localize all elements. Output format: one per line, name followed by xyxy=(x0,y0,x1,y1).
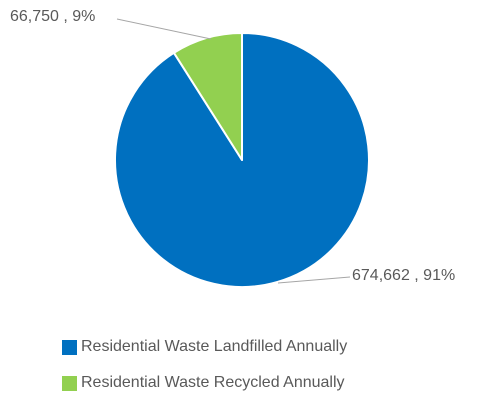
pie-chart: 674,662 , 91% 66,750 , 9% xyxy=(10,8,455,288)
leader-line-recycled xyxy=(116,18,212,40)
legend-swatch-landfilled xyxy=(62,339,77,355)
legend-item-recycled: Residential Waste Recycled Annually xyxy=(62,370,347,396)
data-label-recycled: 66,750 , 9% xyxy=(10,8,95,25)
legend-swatch-recycled xyxy=(62,375,77,391)
leader-line-landfilled xyxy=(277,276,351,284)
legend-label-landfilled: Residential Waste Landfilled Annually xyxy=(81,338,348,355)
data-label-landfilled: 674,662 , 91% xyxy=(352,267,455,284)
legend: Residential Waste Landfilled Annually Re… xyxy=(62,334,347,406)
legend-label-recycled: Residential Waste Recycled Annually xyxy=(81,374,345,391)
legend-item-landfilled: Residential Waste Landfilled Annually xyxy=(62,334,347,360)
